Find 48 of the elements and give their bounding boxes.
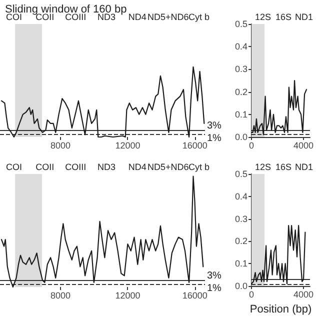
line-series (250, 224, 306, 284)
y-tick-label: 0.1 (234, 258, 248, 269)
text: ND1 (294, 162, 314, 172)
y-tick-label: 0.5 (234, 169, 248, 179)
text: ND4 (128, 162, 146, 172)
text: 16S (275, 162, 292, 172)
y-tick-label: 0.2 (234, 86, 248, 97)
text: ND3 (97, 162, 116, 172)
x-tick-label: 0 (249, 140, 254, 150)
ref-line-label: 1% (207, 133, 222, 144)
text: ND5+ND6 (148, 12, 189, 22)
text: 12S (254, 12, 272, 22)
x-tick-label: 12000 (115, 140, 140, 150)
y-tick-label: 0.5 (234, 19, 248, 29)
x-axis-title: Position (bp) (250, 304, 312, 316)
ref-line-label: 3% (207, 270, 222, 282)
x-tick-label: 0 (249, 290, 254, 300)
text: COIII (65, 12, 86, 22)
x-tick-label: 4000 (293, 140, 314, 150)
y-tick-label: 0.3 (234, 64, 248, 74)
text: ND3 (97, 12, 116, 22)
text: Cyt b (188, 162, 210, 172)
x-tick-label: 8000 (50, 140, 71, 150)
y-tick-label: 0.0 (234, 132, 248, 142)
text: ND4 (128, 12, 146, 22)
text: COII (36, 162, 54, 172)
ref-line-label: 3% (207, 120, 222, 132)
x-tick-label: 8000 (50, 290, 71, 300)
y-tick-label: 0.0 (234, 281, 248, 291)
text: COI (6, 162, 22, 172)
x-tick-label: 16000 (182, 290, 208, 300)
y-tick-label: 0.1 (234, 109, 248, 120)
text: Cyt b (188, 12, 210, 22)
text: COI (6, 12, 22, 22)
text: COIII (65, 162, 86, 172)
line-series (250, 80, 308, 136)
x-tick-label: 4000 (293, 290, 314, 300)
text: 16S (275, 12, 292, 22)
y-tick-label: 0.3 (234, 214, 248, 224)
text: ND1 (294, 12, 314, 22)
y-tick-label: 0.2 (234, 236, 248, 246)
text: 12S (254, 162, 272, 172)
x-tick-label: 12000 (115, 290, 140, 300)
y-tick-label: 0.4 (234, 191, 248, 202)
text: ND5+ND6 (148, 162, 189, 172)
y-tick-label: 0.4 (234, 42, 248, 52)
x-tick-label: 16000 (182, 140, 208, 150)
ref-line-label: 1% (207, 283, 222, 294)
